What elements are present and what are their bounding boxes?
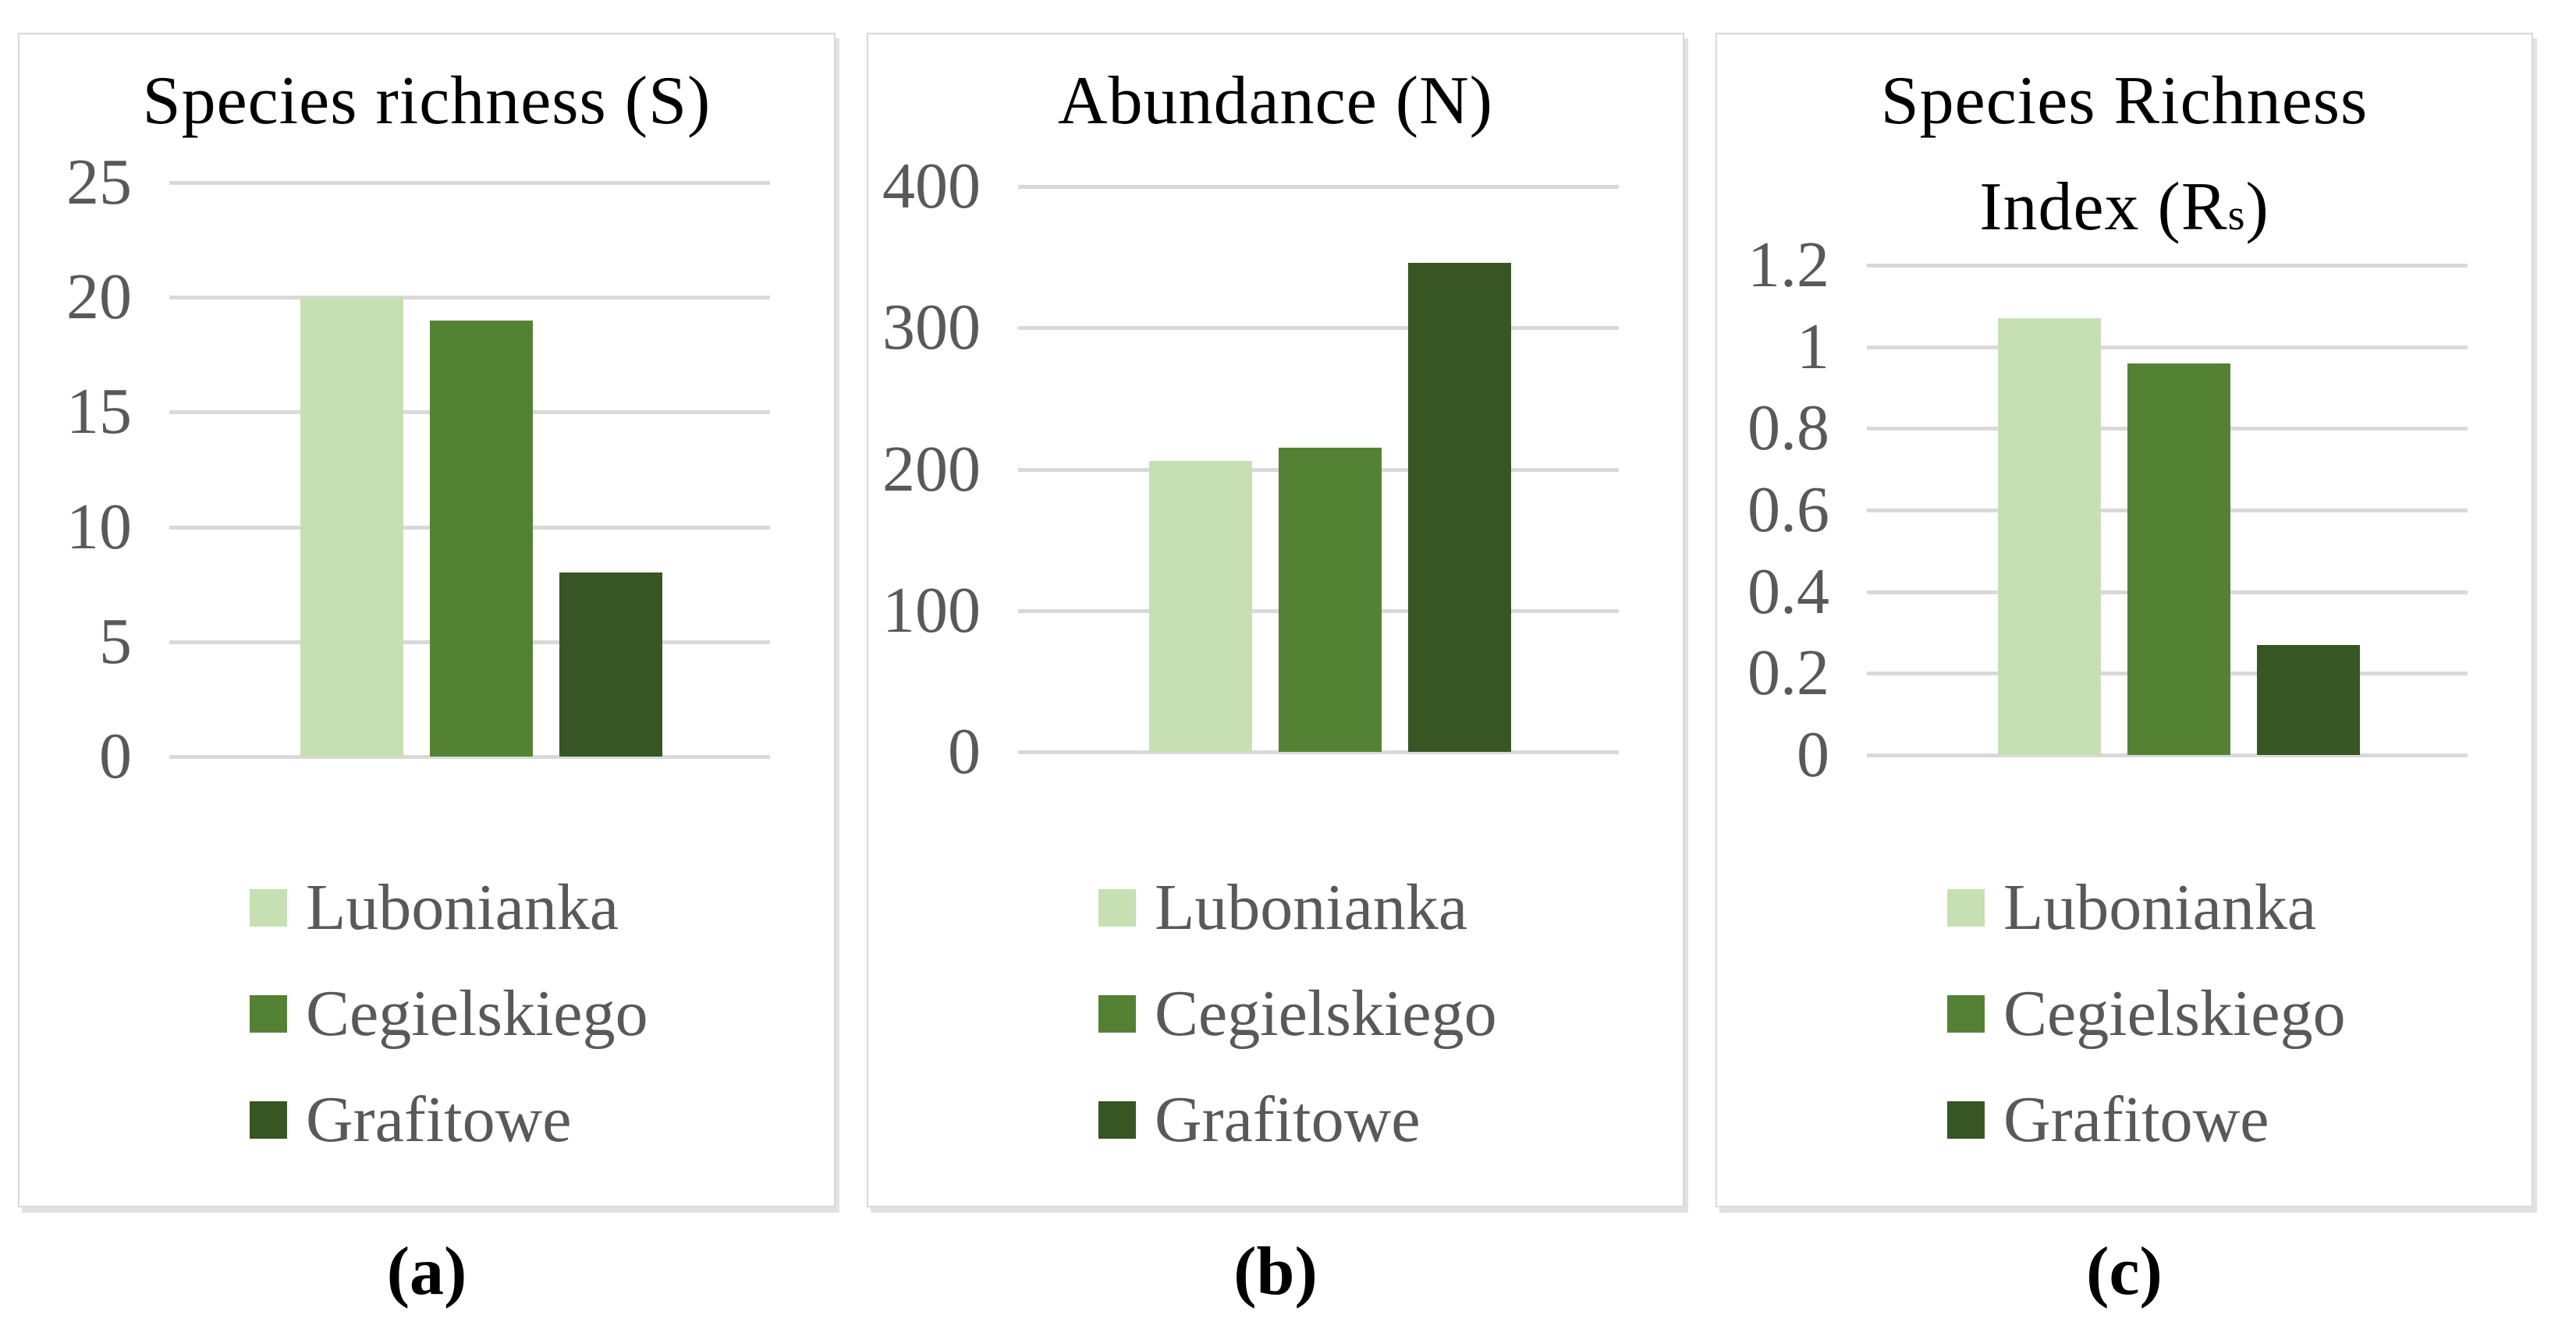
bar-cegielskiego — [1279, 448, 1382, 752]
chart-title-c-line2: Index (Rs) — [1717, 154, 2532, 261]
legend-swatch — [1947, 889, 1985, 927]
y-tick-label: 1.2 — [1747, 229, 1829, 301]
bar-grafitowe — [1408, 263, 1511, 752]
chart-panel-b: Abundance (N) 400 300 200 100 0 Lubonianka Ce… — [867, 33, 1684, 1207]
plot-a: 25 20 15 10 5 0 — [66, 150, 770, 789]
bar-cegielskiego — [2127, 363, 2230, 755]
legend-label: Grafitowe — [2003, 1083, 2269, 1156]
legend-swatch — [1098, 889, 1136, 927]
gridline — [1867, 264, 2468, 268]
legend-label: Cegielskiego — [1155, 977, 1497, 1050]
bar-lubonianka — [300, 297, 403, 757]
title-c-line2-pre: Index (R — [1979, 169, 2228, 246]
legend-label: Grafitowe — [306, 1083, 572, 1156]
chart-panel-c: Species Richness Index (Rs) 1.2 1 0.8 0.6 0.… — [1716, 33, 2533, 1207]
legend-item-lubonianka: Lubonianka — [1098, 875, 1497, 941]
title-c-line2-post: ) — [2245, 169, 2269, 246]
y-tick-label: 0.2 — [1747, 636, 1829, 709]
legend-item-lubonianka: Lubonianka — [1947, 875, 2346, 941]
legend-item-cegielskiego: Cegielskiego — [1947, 981, 2346, 1047]
legend-swatch — [250, 1101, 287, 1139]
y-tick-label: 400 — [882, 150, 981, 222]
legend-swatch — [1947, 1101, 1985, 1139]
gridline — [169, 755, 770, 759]
panel-wrap-b: Abundance (N) 400 300 200 100 0 Lubonianka Ce… — [867, 33, 1684, 1311]
y-tick-label: 0.4 — [1747, 555, 1829, 628]
legend-swatch — [1098, 995, 1136, 1033]
y-tick-label: 200 — [882, 433, 981, 505]
legend-item-grafitowe: Grafitowe — [250, 1087, 648, 1153]
legend-label: Lubonianka — [306, 871, 619, 944]
y-tick-label: 100 — [882, 574, 981, 647]
gridline — [1867, 346, 2468, 349]
y-tick-label: 25 — [66, 146, 132, 218]
panel-wrap-a: Species richness (S) 25 20 15 10 5 0 Lubonian… — [18, 33, 836, 1311]
y-tick-label: 0 — [99, 720, 132, 792]
title-c-line2-subscript: s — [2227, 191, 2246, 240]
legend-c: Lubonianka Cegielskiego Grafitowe — [1947, 875, 2346, 1153]
gridline — [1018, 326, 1619, 330]
bar-lubonianka — [1998, 318, 2101, 755]
caption-c: (c) — [2086, 1234, 2163, 1310]
chart-title-a: Species richness (S) — [142, 63, 711, 139]
chart-title-c-line1: Species Richness — [1880, 63, 2368, 139]
y-tick-label: 0 — [1797, 718, 1829, 791]
bar-grafitowe — [2257, 645, 2360, 755]
caption-b: (b) — [1233, 1234, 1318, 1310]
plot-c: 1.2 1 0.8 0.6 0.4 0.2 0 — [1747, 232, 2468, 788]
y-tick-label: 5 — [99, 605, 132, 678]
y-tick-label: 15 — [66, 375, 132, 448]
y-tick-label: 300 — [882, 291, 981, 363]
legend-label: Lubonianka — [2003, 871, 2317, 944]
legend-a: Lubonianka Cegielskiego Grafitowe — [250, 875, 648, 1153]
legend-label: Lubonianka — [1155, 871, 1468, 944]
y-tick-label: 20 — [66, 261, 132, 333]
y-tick-label: 0.6 — [1747, 473, 1829, 546]
gridline — [169, 181, 770, 185]
legend-item-lubonianka: Lubonianka — [250, 875, 648, 941]
gridline — [1018, 750, 1619, 754]
y-tick-label: 0 — [948, 715, 981, 788]
legend-item-cegielskiego: Cegielskiego — [250, 981, 648, 1047]
panel-wrap-c: Species Richness Index (Rs) 1.2 1 0.8 0.6 0.… — [1716, 33, 2533, 1311]
legend-item-cegielskiego: Cegielskiego — [1098, 981, 1497, 1047]
legend-label: Cegielskiego — [306, 977, 648, 1050]
bar-lubonianka — [1149, 461, 1252, 752]
chart-title-b: Abundance (N) — [1058, 63, 1493, 139]
legend-item-grafitowe: Grafitowe — [1098, 1087, 1497, 1153]
chart-title-c: Species Richness Index (Rs) — [1717, 48, 2532, 261]
legend-label: Grafitowe — [1155, 1083, 1421, 1156]
caption-a: (a) — [386, 1234, 467, 1310]
chart-panel-a: Species richness (S) 25 20 15 10 5 0 Lubonian… — [18, 33, 836, 1207]
y-tick-label: 1 — [1797, 310, 1829, 383]
legend-swatch — [1098, 1101, 1136, 1139]
bar-grafitowe — [559, 572, 662, 757]
y-tick-label: 10 — [66, 491, 132, 563]
gridline — [169, 296, 770, 299]
plot-b: 400 300 200 100 0 — [882, 154, 1619, 785]
legend-item-grafitowe: Grafitowe — [1947, 1087, 2346, 1153]
gridline — [1867, 753, 2468, 757]
legend-swatch — [1947, 995, 1985, 1033]
legend-b: Lubonianka Cegielskiego Grafitowe — [1098, 875, 1497, 1153]
gridline — [1018, 185, 1619, 189]
bar-cegielskiego — [430, 321, 533, 757]
legend-swatch — [250, 889, 287, 927]
y-tick-label: 0.8 — [1747, 392, 1829, 464]
legend-swatch — [250, 995, 287, 1033]
legend-label: Cegielskiego — [2003, 977, 2346, 1050]
